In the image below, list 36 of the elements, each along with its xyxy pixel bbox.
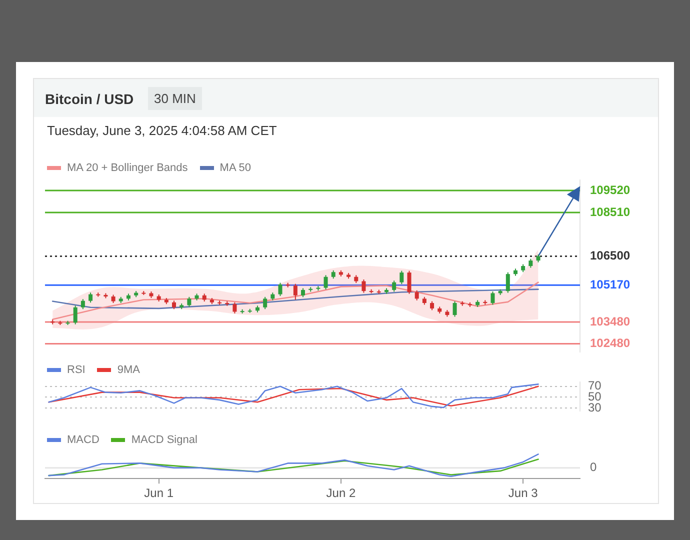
candlestick (73, 305, 78, 325)
ref-line-label: 103480 (590, 314, 630, 328)
ref-line-label: 109520 (590, 182, 630, 197)
legend-label: RSI (67, 364, 86, 376)
ref-line-label: 106500 (590, 248, 630, 263)
candlestick (490, 290, 495, 306)
candlestick (324, 274, 328, 290)
ref-line-label: 105170 (590, 277, 630, 292)
ref-line-label: 108510 (590, 204, 630, 219)
ref-line-label: 0 (590, 460, 597, 474)
chart-subtitle: 30 MIN (148, 87, 202, 110)
candlestick (293, 283, 298, 300)
chart-title: Bitcoin / USD (45, 91, 134, 107)
ref-line-label: 102480 (590, 336, 630, 350)
text: Tuesday, June 3, 2025 4:04:58 AM CET (47, 123, 277, 138)
candlestick (392, 280, 396, 292)
candlestick (414, 290, 419, 301)
candlestick (187, 296, 192, 308)
candlestick (88, 292, 93, 304)
candlestick (232, 302, 237, 314)
candlestick (400, 270, 404, 285)
candlestick (278, 282, 282, 297)
candlestick (362, 279, 366, 294)
legend-label: MA 50 (220, 162, 251, 174)
legend-label: MACD (67, 434, 100, 446)
legend-label: MACD Signal (131, 434, 198, 446)
candlestick (263, 296, 268, 310)
candlestick (452, 300, 457, 318)
candlestick (506, 272, 510, 294)
candlestick (80, 298, 85, 310)
legend-label: 9MA (117, 364, 140, 376)
legend-label: MA 20 + Bollinger Bands (67, 162, 188, 174)
x-tick-label: Jun 1 (144, 486, 174, 500)
candlestick (407, 270, 412, 294)
x-tick-label: Jun 3 (508, 486, 538, 500)
x-tick-label: Jun 2 (326, 486, 356, 500)
